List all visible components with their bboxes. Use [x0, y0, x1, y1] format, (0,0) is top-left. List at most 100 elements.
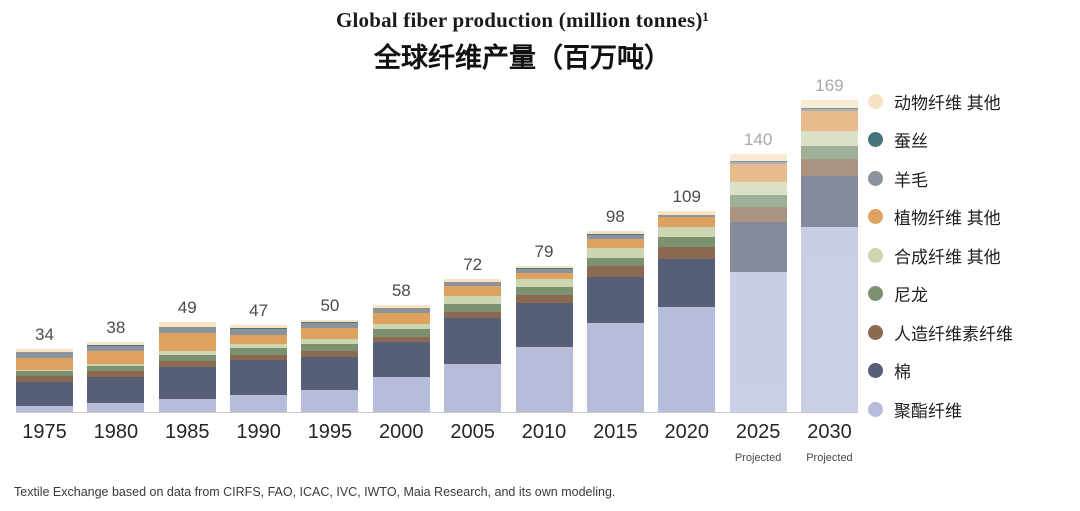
value-label: 98 — [605, 207, 625, 227]
bar-segment — [372, 323, 430, 330]
bar-column-2000: 58 — [372, 281, 430, 412]
x-label-1985: 1985 — [159, 421, 216, 464]
bar-segment — [729, 161, 787, 164]
bar-segment — [158, 321, 216, 327]
x-label-2030: 2030 Projected — [801, 421, 858, 464]
bar-segment — [301, 356, 359, 390]
bar-segment — [515, 287, 573, 295]
bar-segment — [729, 153, 787, 162]
year-label: 1995 — [307, 421, 353, 443]
x-axis-labels: 1975 1980 1985 1990 1995 2000 2005 2010 2015 2020… — [16, 421, 858, 464]
bar-segment — [586, 234, 644, 235]
bar-column-2010: 79 — [515, 242, 573, 412]
bar-segment — [658, 246, 716, 259]
bar-segment — [800, 108, 858, 112]
bar-column-2020: 109 — [658, 187, 716, 412]
bar-segment — [230, 360, 288, 396]
bar-segment — [515, 268, 573, 269]
bar-segment — [87, 363, 145, 366]
bar-segment — [158, 399, 216, 412]
bar-segment — [158, 351, 216, 355]
bar-stack — [158, 321, 216, 412]
bar-segment — [230, 328, 288, 335]
bar-segment — [301, 389, 359, 412]
bar-segment — [301, 343, 359, 352]
bar-segment — [158, 366, 216, 400]
x-label-1980: 1980 — [87, 421, 144, 464]
bar-segment — [87, 350, 145, 364]
bar-segment — [586, 247, 644, 258]
bars: 34 38 49 47 50 58 72 79 98 109 140 169 — [16, 72, 858, 413]
bar-segment — [158, 326, 216, 328]
bar-segment — [158, 361, 216, 367]
year-label: 2010 — [521, 421, 567, 443]
bar-segment — [515, 303, 573, 348]
bar-segment — [586, 238, 644, 248]
year-label: 2025 — [735, 421, 781, 443]
bar-segment — [16, 376, 73, 382]
bar-segment — [444, 282, 502, 287]
value-label: 47 — [249, 301, 269, 321]
bar-segment — [372, 312, 430, 324]
bar-stack — [658, 210, 716, 412]
bar-segment — [586, 234, 644, 239]
bar-stack — [372, 305, 430, 412]
bar-segment — [658, 306, 716, 412]
bar-segment — [444, 317, 502, 364]
bar-segment — [444, 364, 502, 412]
bar-segment — [372, 376, 430, 412]
bar-segment — [729, 195, 787, 208]
bar-segment — [16, 405, 73, 412]
legend-label: 棉 — [894, 363, 911, 382]
bar-segment — [515, 279, 573, 288]
bar-column-1995: 50 — [301, 295, 359, 412]
bar-stack — [729, 153, 787, 412]
bar-segment — [230, 395, 288, 412]
legend-label: 植物纤维 其他 — [894, 209, 1001, 228]
bar-segment — [515, 272, 573, 280]
legend-item: 羊毛 — [868, 167, 1068, 190]
legend-label: 尼龙 — [894, 286, 928, 305]
legend-item: 尼龙 — [868, 283, 1068, 305]
bar-column-2005: 72 — [444, 255, 502, 412]
bar-segment — [16, 357, 73, 370]
bar-segment — [729, 207, 787, 222]
legend-dot — [868, 363, 883, 378]
bar-segment — [729, 221, 787, 272]
bar-stack — [16, 349, 73, 412]
bar-segment — [586, 277, 644, 324]
bar-segment — [87, 341, 145, 346]
value-label: 34 — [35, 325, 54, 345]
legend-item: 人造纤维素纤维 — [868, 321, 1068, 344]
bar-segment — [444, 303, 502, 312]
bar-segment — [16, 381, 73, 406]
bar-segment — [586, 231, 644, 235]
bar-column-1975: 34 — [16, 325, 73, 412]
bar-segment — [586, 257, 644, 267]
bar-segment — [586, 323, 644, 412]
bar-segment — [729, 163, 787, 183]
chart-title: Global fiber production (million tonnes)… — [335, 8, 710, 32]
x-label-2000: 2000 — [373, 421, 430, 464]
bar-segment — [301, 319, 359, 323]
legend-dot — [868, 247, 883, 263]
bar-segment — [16, 371, 73, 377]
value-label: 58 — [391, 281, 411, 301]
legend-label: 羊毛 — [894, 170, 928, 190]
bar-segment — [230, 328, 288, 329]
legend: 动物纤维 其他 蚕丝 羊毛 植物纤维 其他 合成纤维 其他 尼龙 人造纤维素纤维棉聚酯纤维 — [868, 90, 1068, 437]
bar-segment — [16, 352, 73, 358]
bar-segment — [658, 227, 716, 237]
x-label-1995: 1995 — [301, 421, 358, 464]
bar-segment — [372, 308, 430, 313]
legend-item: 蚕丝 — [868, 129, 1068, 151]
value-label: 38 — [106, 317, 126, 337]
legend-item: 植物纤维 其他 — [868, 206, 1068, 228]
legend-dot — [868, 209, 883, 224]
bar-column-1990: 47 — [230, 301, 288, 412]
value-label: 50 — [320, 295, 340, 315]
bar-stack — [800, 100, 858, 412]
bar-segment — [444, 296, 502, 304]
bar-segment — [372, 341, 430, 377]
bar-segment — [301, 339, 359, 344]
